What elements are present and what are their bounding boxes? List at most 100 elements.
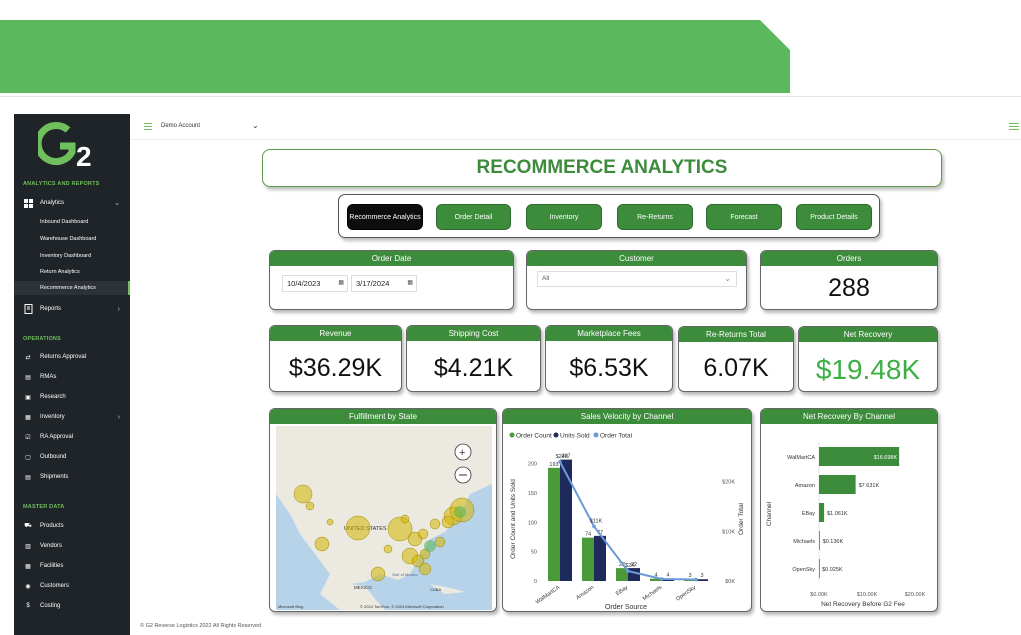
y-tick-label: WalMartCA	[787, 455, 815, 461]
sales-velocity-chart[interactable]: Order Count Units Sold Order Total 0 50 100 15…	[503, 424, 752, 612]
fulfillment-map-card: Fulfillment by State UNITED STATES MEXIC…	[269, 408, 497, 612]
sidebar-item-ra-approval[interactable]: ☑ RA Approval	[14, 429, 130, 445]
nav-recommerce-analytics[interactable]: Recommerce Analytics	[347, 204, 423, 230]
net-channel-title: Net Recovery By Channel	[761, 409, 937, 424]
sidebar-item-shipments[interactable]: ▤ Shipments	[14, 469, 130, 485]
y2-tick-label: $20K	[722, 480, 735, 486]
sidebar-item-products[interactable]: ⛟ Products	[14, 518, 130, 534]
x-tick-label: Michaels	[642, 585, 663, 603]
y-tick-label: 150	[528, 491, 537, 497]
sidebar-item-costing[interactable]: $ Costing	[14, 598, 130, 614]
data-label: 4	[654, 573, 657, 579]
net-recovery-label: Net Recovery	[799, 327, 937, 342]
sidebar-sub-recommerce[interactable]: Recommerce Analytics	[14, 281, 130, 295]
y-tick-label: 0	[534, 579, 537, 585]
sidebar-item-customers[interactable]: ◉ Customers	[14, 578, 130, 594]
sidebar-item-analytics[interactable]: Analytics ⌄	[14, 195, 130, 211]
x-tick-label: EBay	[615, 585, 629, 598]
revenue-card: Revenue $36.29K	[269, 325, 402, 392]
y2-tick-label: $0K	[725, 579, 735, 585]
legend-swatch	[553, 432, 559, 438]
sidebar-item-inventory[interactable]: ▦ Inventory ›	[14, 409, 130, 425]
net-recovery-chart[interactable]: WalMartCA $16.698K Amazon $7.631K EBay $1.061…	[761, 424, 938, 612]
end-date-value: 3/17/2024	[356, 279, 390, 288]
chevron-down-icon[interactable]: ⌄	[252, 121, 259, 130]
end-date-input[interactable]: 3/17/2024 ▦	[351, 275, 417, 292]
calendar-icon[interactable]: ▦	[338, 280, 344, 286]
orders-value: 288	[828, 274, 870, 302]
order-date-label: Order Date	[270, 251, 513, 266]
sidebar-item-facilities[interactable]: ▦ Facilities	[14, 558, 130, 574]
bar-net-recovery	[819, 531, 820, 550]
data-label: 22	[619, 562, 625, 568]
sidebar-sub-warehouse[interactable]: Warehouse Dashboard	[40, 236, 97, 242]
y2-axis-label: Order Total	[738, 502, 745, 535]
y2-tick-label: $10K	[722, 529, 735, 535]
sidebar-sub-return[interactable]: Return Analytics	[40, 269, 80, 275]
legend-label: Units Sold	[560, 433, 590, 440]
x-tick-label: Amazon	[575, 585, 595, 601]
chevron-down-icon: ⌄	[724, 274, 731, 283]
account-select[interactable]: Demo Account	[161, 123, 201, 129]
sidebar-item-label: RMAs	[40, 374, 57, 380]
sidebar-item-reports[interactable]: Reports ›	[14, 301, 130, 317]
x-axis-label: Order Source	[605, 604, 647, 611]
svg-text:2: 2	[76, 141, 92, 172]
inventory-icon: ▦	[25, 414, 31, 421]
bar-units-sold	[628, 568, 640, 581]
map-label-mexico: MEXICO	[354, 585, 372, 590]
sidebar-item-label: Costing	[40, 603, 61, 609]
report-icon	[23, 304, 33, 314]
customer-select[interactable]: All ⌄	[537, 271, 737, 287]
y-tick-label: 50	[531, 550, 537, 556]
data-label: $0.025K	[822, 567, 843, 573]
data-label: $0.136K	[823, 539, 844, 545]
fulfillment-map[interactable]: UNITED STATES MEXICO Gulf of Mexico CUBA…	[270, 424, 497, 612]
nav-re-returns[interactable]: Re-Returns	[617, 204, 693, 230]
bar-units-sold	[696, 579, 708, 581]
legend-swatch	[509, 432, 515, 438]
line-point	[660, 577, 664, 581]
fees-card: Marketplace Fees $6.53K	[545, 325, 673, 392]
y-tick-label: EBay	[802, 511, 815, 517]
sidebar-item-rmas[interactable]: ▤ RMAs	[14, 369, 130, 385]
y-tick-label: 100	[528, 520, 537, 526]
sidebar-sub-inventory[interactable]: Inventory Dashboard	[40, 253, 92, 259]
filter-icon[interactable]	[1009, 123, 1019, 132]
returns-icon: ⇄	[25, 354, 31, 361]
zoom-out-button[interactable]	[454, 466, 472, 484]
sidebar-item-label: Vendors	[40, 543, 63, 549]
nav-bar: Recommerce Analytics Order Detail Invent…	[338, 194, 880, 238]
start-date-input[interactable]: 10/4/2023 ▦	[282, 275, 348, 292]
chevron-right-icon: ›	[117, 305, 120, 313]
sidebar-item-returns-approval[interactable]: ⇄ Returns Approval	[14, 349, 130, 365]
rereturns-label: Re-Returns Total	[679, 327, 793, 342]
calendar-icon[interactable]: ▦	[407, 280, 413, 286]
sidebar-item-research[interactable]: ▣ Research	[14, 389, 130, 405]
menu-icon[interactable]	[144, 123, 152, 132]
y-tick-label: OpenSky	[792, 567, 815, 573]
map-credit: © 2024 TomTom, © 2024 Microsoft Corporat…	[360, 604, 444, 609]
sidebar-item-label: Outbound	[40, 454, 67, 460]
sidebar-item-outbound[interactable]: ▢ Outbound	[14, 449, 130, 465]
data-label: $16.698K	[874, 455, 898, 461]
zoom-in-button[interactable]: +	[454, 443, 472, 461]
customer-value: All	[542, 275, 550, 282]
data-label: 4	[666, 573, 669, 579]
revenue-label: Revenue	[270, 326, 401, 341]
bar-net-recovery	[819, 503, 825, 522]
nav-inventory[interactable]: Inventory	[526, 204, 602, 230]
bar-units-sold	[560, 459, 572, 581]
nav-product-details[interactable]: Product Details	[796, 204, 872, 230]
nav-order-detail[interactable]: Order Detail	[436, 204, 511, 230]
y-axis-label: Channel	[766, 501, 773, 526]
sales-velocity-card: Sales Velocity by Channel Order Count Uni…	[502, 408, 752, 612]
data-label: $1.061K	[827, 511, 848, 517]
sidebar-item-label: Returns Approval	[40, 354, 87, 360]
nav-forecast[interactable]: Forecast	[706, 204, 782, 230]
sidebar-item-vendors[interactable]: ▥ Vendors	[14, 538, 130, 554]
shipping-value: $4.21K	[433, 354, 514, 382]
fees-label: Marketplace Fees	[546, 326, 672, 341]
sidebar-sub-inbound[interactable]: Inbound Dashboard	[40, 219, 89, 225]
line-point	[626, 569, 630, 573]
